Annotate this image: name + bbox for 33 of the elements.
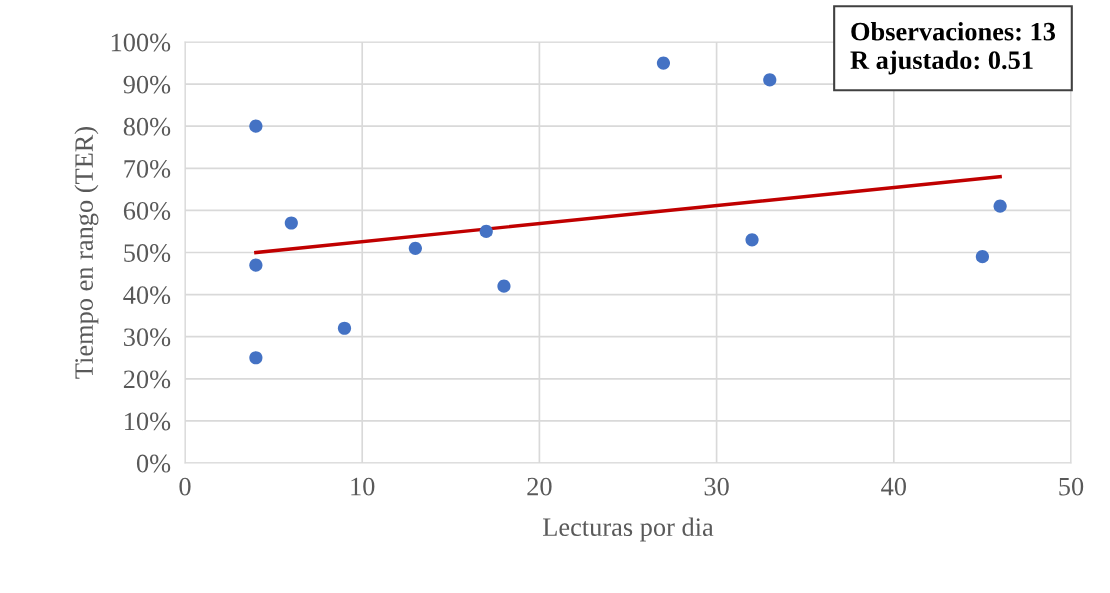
y-tick-label: 20% bbox=[123, 370, 171, 389]
point bbox=[249, 258, 263, 272]
y-tick-label: 90% bbox=[123, 75, 171, 94]
point bbox=[656, 56, 671, 70]
y-tick-label: 0% bbox=[136, 454, 171, 473]
point bbox=[249, 119, 263, 133]
point bbox=[745, 233, 759, 247]
x-tick-label: 20 bbox=[527, 477, 552, 496]
y-tick-label: 40% bbox=[123, 286, 171, 305]
annotation: Observaciones: 13 R ajustado: 0.51 bbox=[850, 22, 1056, 75]
point bbox=[497, 279, 511, 293]
x-tick-label: 0 bbox=[179, 477, 191, 496]
y-tick-label: 10% bbox=[125, 412, 171, 431]
y-tick-label: 30% bbox=[124, 328, 171, 347]
x-tick-label: 40 bbox=[881, 477, 906, 496]
point bbox=[337, 321, 352, 335]
point bbox=[249, 351, 263, 365]
x-tick-label: 10 bbox=[351, 477, 375, 496]
x-axis-title: Lecturas por dia bbox=[543, 517, 714, 542]
y-tick-label: 100% bbox=[111, 33, 171, 52]
y-tick-label: 50% bbox=[124, 244, 171, 262]
point bbox=[975, 250, 989, 264]
y-tick-label: 60% bbox=[123, 202, 171, 220]
point bbox=[408, 241, 422, 255]
point bbox=[479, 224, 493, 239]
y-axis-title: Tiempo en rango (TER) bbox=[74, 126, 99, 379]
x-tick-label: 30 bbox=[704, 477, 729, 496]
y-tick-label: 80% bbox=[123, 117, 171, 136]
y-tick-label: 70% bbox=[124, 159, 171, 178]
point bbox=[284, 216, 298, 230]
point bbox=[993, 199, 1007, 213]
point bbox=[763, 73, 777, 87]
x-tick-label: 50 bbox=[1059, 477, 1084, 496]
